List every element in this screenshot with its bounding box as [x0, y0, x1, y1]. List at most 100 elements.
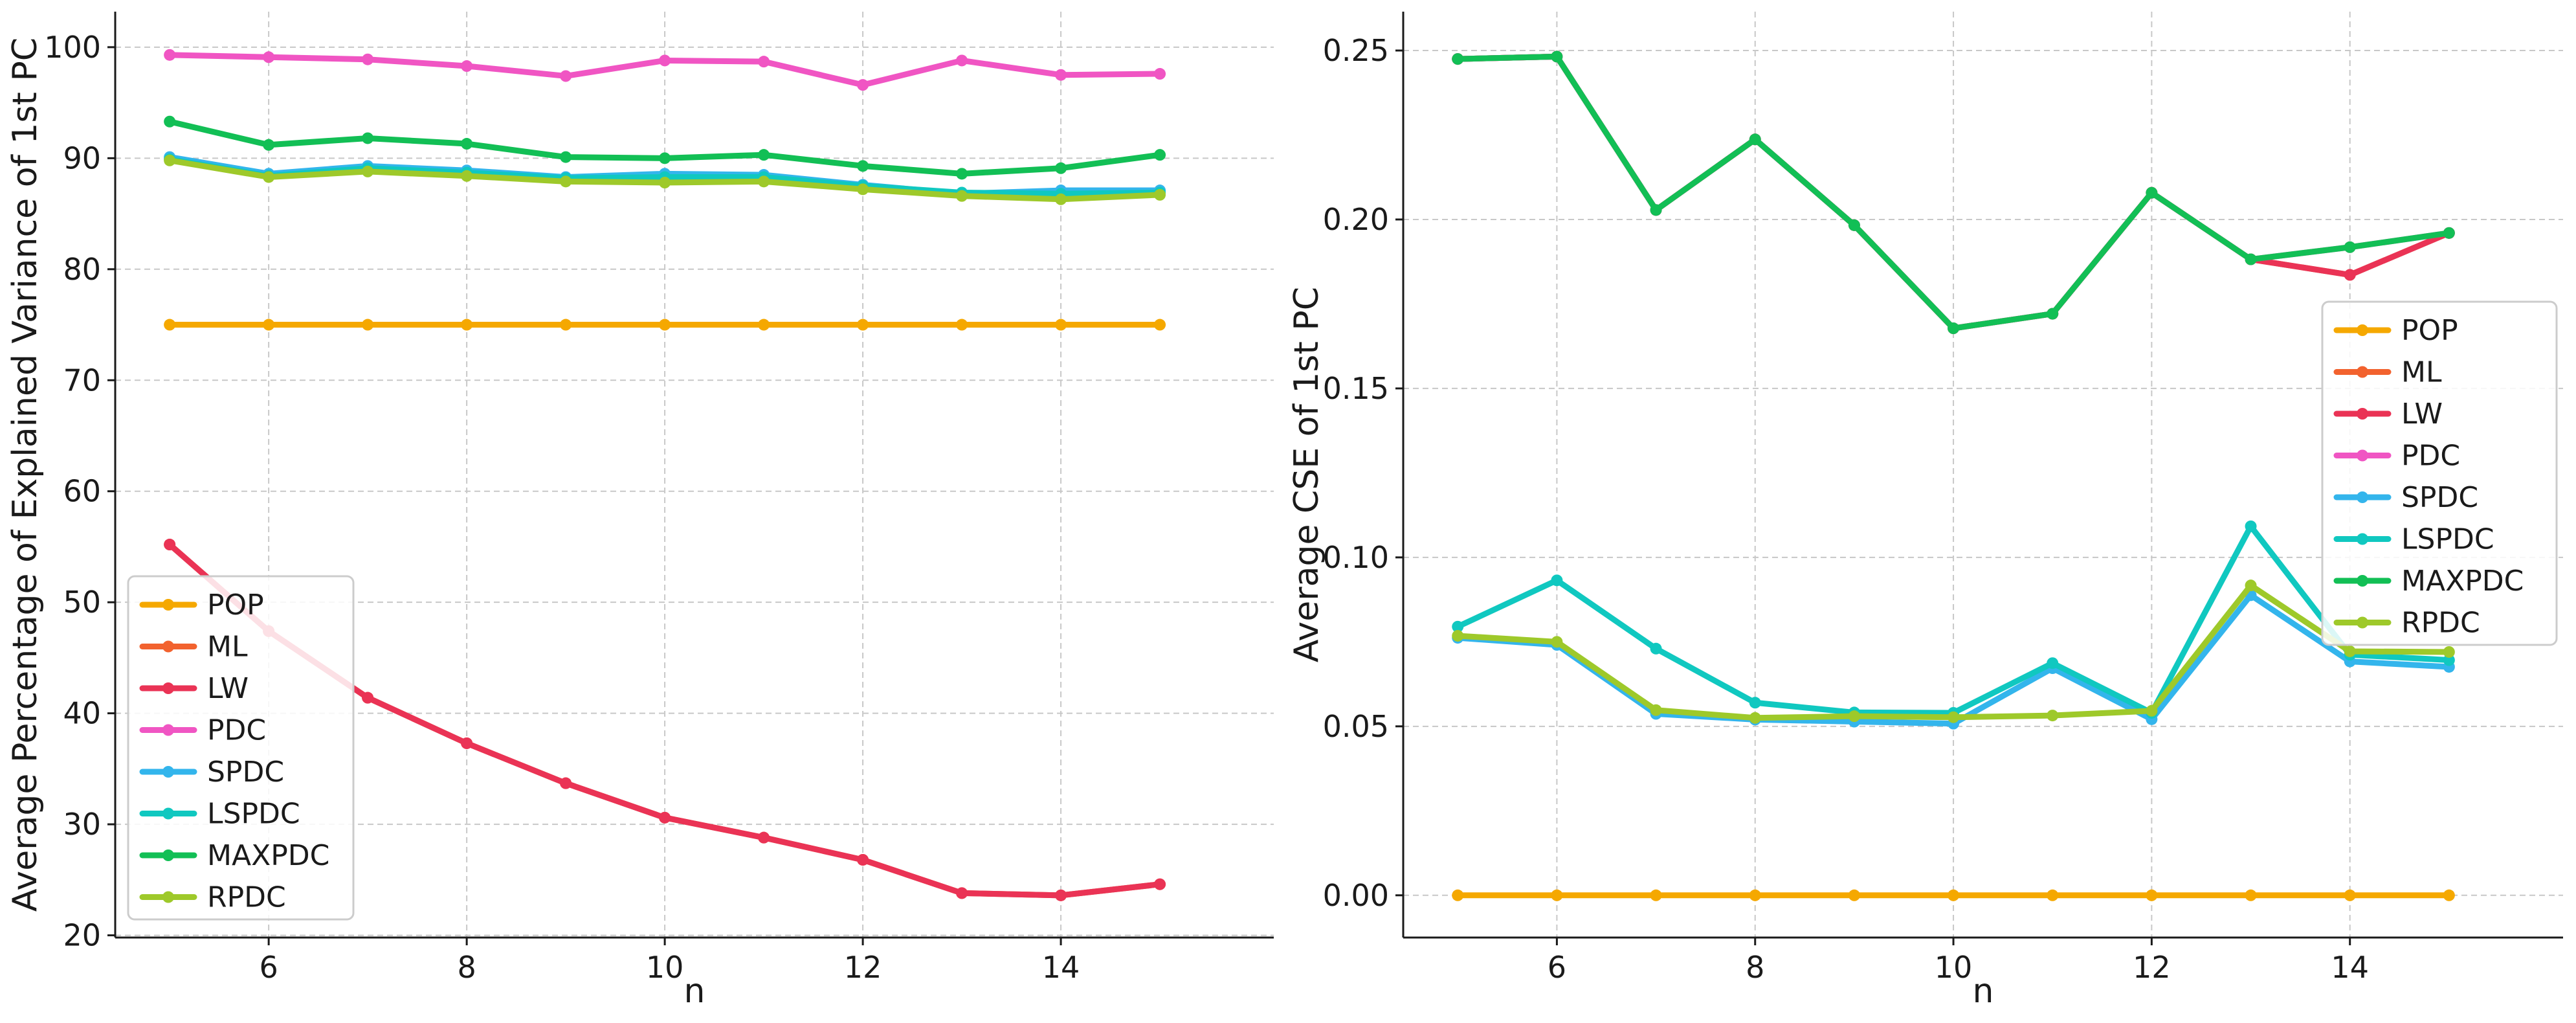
data-point-maxpdc: [164, 115, 176, 128]
data-point-pdc: [263, 51, 275, 63]
data-point-rpdc: [560, 175, 572, 188]
data-point-rpdc: [2146, 704, 2158, 717]
data-point-lw: [857, 853, 869, 866]
data-point-lw: [461, 737, 473, 749]
data-point-maxpdc: [1452, 53, 1464, 65]
data-point-rpdc: [1749, 712, 1761, 724]
y-tick-label: 30: [63, 807, 101, 842]
data-point-lw: [164, 539, 176, 551]
x-tick-label: 8: [457, 950, 476, 985]
legend-label-spdc: SPDC: [2401, 481, 2478, 514]
legend-label-pop: POP: [207, 589, 264, 622]
legend-label-rpdc: RPDC: [207, 881, 286, 914]
y-tick-label: 20: [63, 918, 101, 953]
data-point-maxpdc: [2146, 186, 2158, 199]
right-panel-average-cse: 6 8 10 12 14 0.00 0.05 0.10 0.15 0.20 0.25 n Average…: [1287, 12, 2563, 1011]
data-point-pop: [1749, 889, 1761, 901]
legend-marker-spdc: [162, 766, 174, 778]
legend-marker-lspdc: [162, 807, 174, 820]
data-point-lw: [1055, 889, 1067, 901]
data-point-pop: [956, 319, 968, 331]
legend-label-ml: ML: [207, 631, 248, 664]
data-point-pop: [164, 319, 176, 331]
legend-marker-pdc: [162, 724, 174, 736]
legend-label-rpdc: RPDC: [2401, 607, 2480, 640]
data-point-rpdc: [1154, 188, 1166, 201]
data-point-rpdc: [1551, 636, 1563, 648]
data-point-pop: [1055, 319, 1067, 331]
data-point-rpdc: [2443, 646, 2455, 658]
legend-marker-lw: [162, 682, 174, 694]
data-point-maxpdc: [263, 139, 275, 151]
data-point-lw: [956, 887, 968, 899]
x-tick-label: 14: [2331, 950, 2369, 985]
legend-frame: [2321, 300, 2558, 646]
legend-label-lw: LW: [2401, 398, 2443, 431]
x-tick-label: 10: [1935, 950, 1973, 985]
data-point-rpdc: [362, 165, 374, 177]
legend-label-pdc: PDC: [2401, 440, 2460, 473]
legend-marker-lw: [2357, 408, 2368, 420]
data-point-maxpdc: [1650, 204, 1662, 216]
data-point-lw: [1154, 878, 1166, 890]
x-axis-title: n: [1973, 972, 1994, 1011]
data-point-pop: [659, 319, 671, 331]
legend: POP ML LW PDC SPDC LSPDC MAXPDC RPDC: [127, 575, 355, 921]
data-point-lw: [560, 777, 572, 789]
data-point-pop: [2146, 889, 2158, 901]
x-tick-label: 14: [1042, 950, 1080, 985]
data-point-lw: [362, 691, 374, 704]
y-tick-label: 0.05: [1323, 709, 1389, 744]
data-point-pdc: [560, 70, 572, 82]
data-point-maxpdc: [2344, 241, 2356, 253]
data-point-pdc: [164, 49, 176, 61]
y-axis-title: Average Percentage of Explained Variance…: [6, 38, 45, 912]
data-point-rpdc: [2047, 710, 2059, 722]
data-point-pop: [1650, 889, 1662, 901]
y-tick-label: 100: [44, 30, 101, 65]
data-point-pop: [758, 319, 770, 331]
y-tick-label: 0.20: [1323, 202, 1389, 237]
legend-label-pdc: PDC: [207, 714, 266, 747]
x-tick-label: 6: [259, 950, 278, 985]
data-point-maxpdc: [2245, 253, 2257, 265]
data-point-maxpdc: [2047, 308, 2059, 320]
data-point-rpdc: [461, 170, 473, 182]
legend-label-ml: ML: [2401, 356, 2442, 389]
data-point-pdc: [1055, 69, 1067, 81]
x-tick-label: 8: [1746, 950, 1764, 985]
data-point-maxpdc: [461, 138, 473, 150]
data-point-rpdc: [956, 190, 968, 202]
legend-marker-lspdc: [2357, 533, 2368, 545]
data-point-maxpdc: [560, 151, 572, 163]
y-tick-label: 0.00: [1323, 878, 1389, 913]
data-point-pop: [1551, 889, 1563, 901]
data-point-pop: [2443, 889, 2455, 901]
x-axis-title: n: [684, 972, 705, 1011]
legend-marker-pop: [162, 599, 174, 611]
y-tick-label: 90: [63, 141, 101, 175]
data-point-pdc: [659, 54, 671, 67]
data-point-lspdc: [2047, 657, 2059, 669]
legend-label-spdc: SPDC: [207, 756, 284, 789]
legend-marker-maxpdc: [2357, 575, 2368, 587]
data-point-maxpdc: [758, 149, 770, 161]
data-point-lw: [659, 811, 671, 824]
data-point-pop: [263, 319, 275, 331]
data-point-pop: [1848, 889, 1860, 901]
y-tick-label: 60: [63, 474, 101, 509]
legend-marker-maxpdc: [162, 849, 174, 861]
data-point-maxpdc: [1848, 219, 1860, 231]
data-point-maxpdc: [956, 168, 968, 180]
legend-label-lspdc: LSPDC: [2401, 523, 2494, 556]
y-tick-label: 70: [63, 363, 101, 398]
y-tick-label: 50: [63, 585, 101, 620]
legend: POP ML LW PDC SPDC LSPDC MAXPDC RPDC: [2321, 300, 2558, 646]
data-point-maxpdc: [857, 160, 869, 172]
data-point-rpdc: [857, 183, 869, 196]
legend-label-maxpdc: MAXPDC: [207, 839, 329, 872]
y-tick-label: 40: [63, 696, 101, 731]
data-point-maxpdc: [2443, 227, 2455, 239]
data-point-maxpdc: [362, 132, 374, 144]
